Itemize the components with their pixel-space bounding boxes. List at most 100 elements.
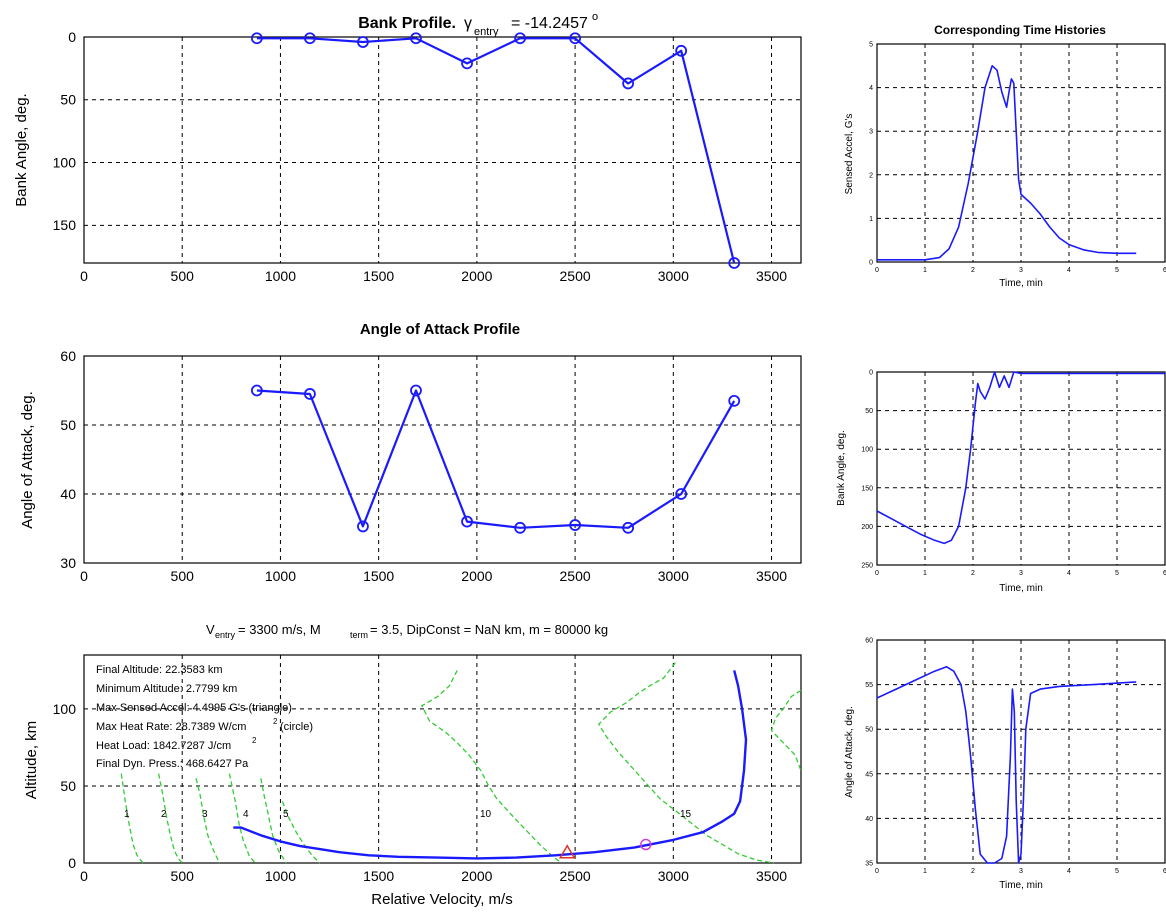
x-tick-label: 3500 xyxy=(756,568,787,584)
max-heat-circle-marker xyxy=(640,838,652,851)
x-tick-label: 2000 xyxy=(461,568,492,584)
data-point xyxy=(622,521,635,534)
y-tick-label: 50 xyxy=(60,417,76,433)
sensed-accel-time-chart: Corresponding Time Histories 0 1 2 3 4 5 6 0 1 2 3… xyxy=(844,23,1166,289)
x-tick-label: 2 xyxy=(971,267,975,274)
contour-label-2: 2 xyxy=(161,809,167,820)
x-tick-label: 1 xyxy=(923,267,927,274)
x-tick-label: 1500 xyxy=(363,268,394,284)
x-tick-label: 3500 xyxy=(756,268,787,284)
contour-line xyxy=(120,773,144,864)
x-tick-label: 3000 xyxy=(658,268,689,284)
contour-line xyxy=(281,801,321,864)
x-tick-label: 3000 xyxy=(658,568,689,584)
annotation-heat-load-sup: 2 xyxy=(252,736,257,745)
y-tick-label: 30 xyxy=(60,555,76,571)
x-tick-label: 500 xyxy=(171,568,195,584)
x-tick-label: 0 xyxy=(80,868,88,884)
x-tick-label: 3 xyxy=(1019,570,1023,577)
chart1-title-gamma-sub: entry xyxy=(474,26,499,38)
x-tick-label: 0 xyxy=(80,268,88,284)
y-tick-label: 100 xyxy=(861,447,873,454)
x-tick-label: 3 xyxy=(1019,868,1023,875)
contour-line xyxy=(157,773,183,864)
chart3-annotations: Final Altitude: 22.3583 km Minimum Altit… xyxy=(96,664,313,770)
y-tick-label: 5 xyxy=(869,41,873,48)
chart4-plot-area xyxy=(876,43,1166,263)
trajectory-line xyxy=(233,670,748,860)
y-tick-label: 4 xyxy=(869,85,873,92)
x-tick-label: 2000 xyxy=(461,868,492,884)
data-point xyxy=(675,488,688,500)
y-tick-label: 60 xyxy=(60,348,76,364)
contour-line xyxy=(421,670,562,864)
series-line xyxy=(876,665,1137,864)
x-tick-label: 2 xyxy=(971,570,975,577)
chart1-title-degree: o xyxy=(592,11,598,23)
chart4-ylabel: Sensed Accel, G's xyxy=(844,114,855,195)
chart6-xlabel: Time, min xyxy=(999,880,1043,891)
series-line xyxy=(876,371,1165,545)
y-tick-label: 0 xyxy=(869,259,873,266)
data-point xyxy=(357,36,369,48)
chart5-xlabel: Time, min xyxy=(999,583,1043,594)
series-line xyxy=(877,65,1137,261)
x-tick-label: 500 xyxy=(171,268,195,284)
contour-labels: 1 2 3 4 5 10 15 xyxy=(124,809,692,820)
x-tick-label: 1000 xyxy=(265,568,296,584)
y-tick-label: 0 xyxy=(869,369,873,376)
annotation-max-heat-rate: Max Heat Rate: 28.7389 W/cm xyxy=(96,721,246,733)
y-tick-label: 35 xyxy=(865,860,873,867)
data-point xyxy=(304,32,316,45)
x-tick-label: 4 xyxy=(1067,868,1071,875)
y-tick-label: 0 xyxy=(68,29,76,45)
x-tick-label: 4 xyxy=(1067,267,1071,274)
y-tick-label: 250 xyxy=(861,562,873,569)
chart3-title-m-sub: term xyxy=(350,630,368,640)
x-tick-label: 0 xyxy=(875,267,879,274)
contour-line xyxy=(770,689,802,771)
data-point xyxy=(514,521,526,534)
chart2-ylabel: Angle of Attack, deg. xyxy=(19,391,36,529)
chart4-xlabel: Time, min xyxy=(999,278,1043,289)
x-tick-label: 1000 xyxy=(265,268,296,284)
chart3-title-mid: = 3300 m/s, M xyxy=(238,622,321,637)
y-tick-label: 100 xyxy=(53,701,77,717)
contour-label-3: 3 xyxy=(202,809,208,820)
y-tick-label: 200 xyxy=(861,524,873,531)
contour-label-4: 4 xyxy=(243,809,249,820)
data-point xyxy=(410,32,422,45)
y-tick-label: 2 xyxy=(869,172,873,179)
chart3-title-v-sub: entry xyxy=(215,630,236,640)
x-tick-label: 3 xyxy=(1019,267,1023,274)
data-point xyxy=(461,515,473,528)
chart3-ylabel: Altitude, km xyxy=(23,721,40,799)
chart4-title: Corresponding Time Histories xyxy=(934,23,1106,37)
chart2-title: Angle of Attack Profile xyxy=(360,321,520,338)
series-line xyxy=(256,389,736,529)
annotation-final-dyn-press: Final Dyn. Press.: 468.6427 Pa xyxy=(96,758,249,770)
x-tick-label: 6 xyxy=(1163,570,1166,577)
x-tick-label: 3500 xyxy=(756,868,787,884)
x-tick-label: 1500 xyxy=(363,568,394,584)
x-tick-label: 0 xyxy=(80,568,88,584)
data-point xyxy=(728,394,741,407)
annotation-final-altitude: Final Altitude: 22.3583 km xyxy=(96,664,223,676)
annotation-heat-load: Heat Load: 1842.7287 J/cm xyxy=(96,740,231,752)
y-tick-label: 0 xyxy=(68,855,76,871)
data-point xyxy=(250,32,263,45)
y-tick-label: 3 xyxy=(869,129,873,136)
y-tick-label: 150 xyxy=(53,217,77,233)
chart6-ylabel: Angle of Attack, deg. xyxy=(844,706,855,798)
x-tick-label: 2500 xyxy=(560,868,591,884)
data-point xyxy=(569,519,581,531)
y-tick-label: 50 xyxy=(60,92,76,108)
chart3-xlabel: Relative Velocity, m/s xyxy=(371,891,512,908)
y-tick-label: 1 xyxy=(869,216,873,223)
y-tick-label: 50 xyxy=(865,727,873,734)
annotation-max-heat-rate-sup: 2 xyxy=(273,717,278,726)
chart1-title-gamma: γ xyxy=(464,15,472,32)
data-point xyxy=(250,384,263,397)
max-accel-triangle-marker xyxy=(558,844,576,859)
